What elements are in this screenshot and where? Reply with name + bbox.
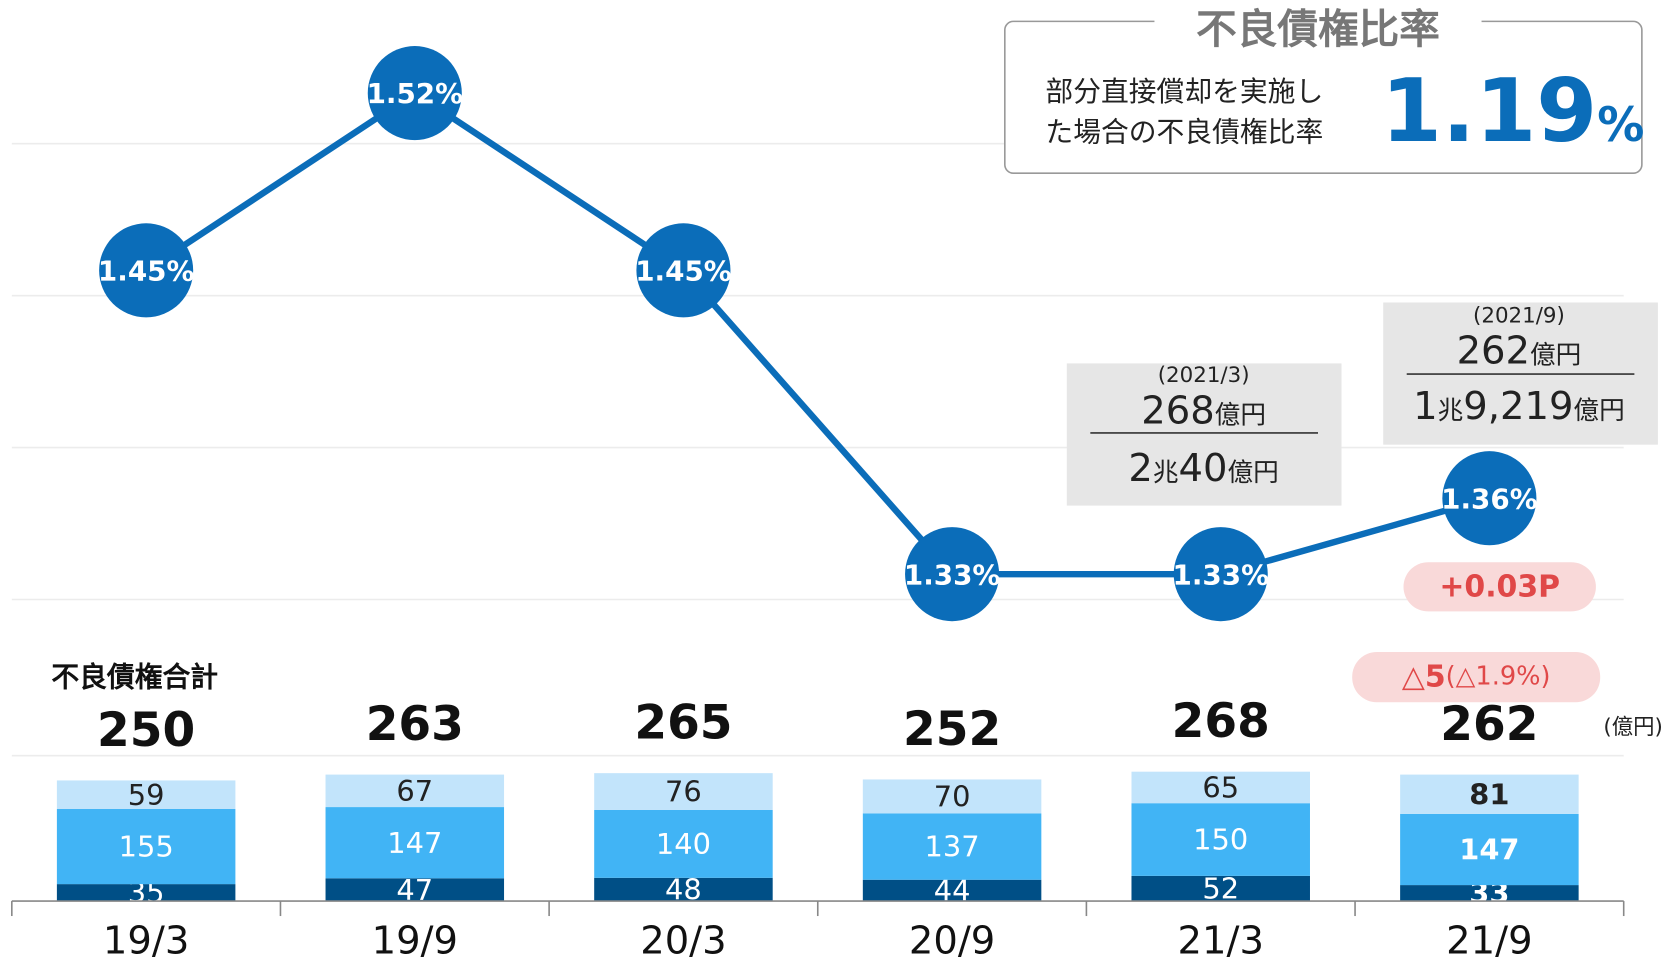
note-box bbox=[1066, 363, 1342, 506]
note-number: 2 bbox=[1128, 446, 1152, 491]
change-ratio: +0.03P bbox=[1439, 569, 1560, 604]
ratio-label: 1.33% bbox=[904, 558, 1000, 591]
callout-number: 1.19 bbox=[1381, 60, 1597, 162]
x-tick-label: 21/9 bbox=[1446, 918, 1532, 962]
bar-value-label: 81 bbox=[1469, 777, 1509, 811]
note-unit: 億円 bbox=[1215, 400, 1266, 430]
totals-title: 不良債権合計 bbox=[51, 661, 218, 694]
change-amount: △5(△1.9%) bbox=[1402, 659, 1551, 694]
note-total: 2兆40億円 bbox=[1128, 446, 1278, 491]
bar-segment bbox=[325, 807, 505, 879]
bar-value-label: 59 bbox=[128, 778, 165, 812]
bar-segment bbox=[1400, 813, 1579, 886]
x-tick-label: 20/3 bbox=[640, 918, 726, 962]
bar-value-label: 65 bbox=[1202, 771, 1239, 805]
note-date: (2021/9) bbox=[1473, 303, 1565, 328]
ratio-point bbox=[905, 527, 1000, 622]
bar-segment bbox=[862, 879, 1042, 902]
note-date: (2021/3) bbox=[1158, 363, 1250, 388]
callout-unit: % bbox=[1597, 98, 1644, 153]
bar-segment bbox=[325, 878, 505, 902]
callout-text: た場合の不良債権比率 bbox=[1045, 116, 1323, 149]
ratio-label: 1.45% bbox=[98, 254, 194, 287]
change-amount-pct: (△1.9%) bbox=[1446, 662, 1551, 692]
bar-value-label: 70 bbox=[934, 780, 971, 814]
bar-segment bbox=[1131, 771, 1310, 804]
bar-value-label: 147 bbox=[387, 826, 442, 860]
ratio-point bbox=[1442, 451, 1537, 546]
ratio-point bbox=[99, 223, 194, 318]
note-number: 268 bbox=[1141, 388, 1214, 433]
bar-value-label: 147 bbox=[1459, 833, 1519, 867]
bar-segment bbox=[56, 809, 236, 885]
bar-segment bbox=[594, 809, 773, 878]
note-amount: 262億円 bbox=[1457, 328, 1582, 373]
bar-segment bbox=[1400, 774, 1579, 814]
change-amount-value: △5 bbox=[1402, 659, 1446, 694]
bar-segment bbox=[862, 813, 1042, 880]
ratio-point bbox=[636, 223, 731, 318]
note-number: 1 bbox=[1413, 384, 1437, 429]
bar-segment bbox=[594, 773, 773, 810]
note-unit: 兆 bbox=[1438, 396, 1464, 426]
note-unit: 兆 bbox=[1153, 458, 1179, 488]
callout-title-bg bbox=[1154, 8, 1482, 48]
total-label: 250 bbox=[97, 703, 195, 758]
bar-value-label: 155 bbox=[119, 830, 174, 864]
unit-label: (億円) bbox=[1603, 715, 1662, 740]
x-tick-label: 20/9 bbox=[909, 918, 995, 962]
total-label: 263 bbox=[366, 697, 464, 752]
x-tick-label: 21/3 bbox=[1178, 918, 1264, 962]
bar-segment bbox=[862, 779, 1042, 814]
total-label: 265 bbox=[634, 696, 732, 751]
total-label: 252 bbox=[903, 702, 1001, 757]
bar-value-label: 76 bbox=[665, 775, 702, 809]
total-label: 262 bbox=[1440, 697, 1538, 752]
bar-segment bbox=[56, 780, 236, 810]
ratio-label: 1.33% bbox=[1173, 558, 1269, 591]
ratio-label: 1.52% bbox=[367, 77, 463, 110]
note-number: 9,219 bbox=[1463, 384, 1573, 429]
x-tick-label: 19/9 bbox=[372, 918, 458, 962]
bar-value-label: 140 bbox=[656, 827, 711, 861]
note-number: 262 bbox=[1457, 328, 1530, 373]
note-amount: 268億円 bbox=[1141, 388, 1266, 433]
bar-value-label: 150 bbox=[1193, 823, 1248, 857]
note-total: 1兆9,219億円 bbox=[1413, 384, 1625, 429]
bar-segment bbox=[56, 884, 236, 902]
x-tick-label: 19/3 bbox=[103, 918, 189, 962]
callout-title: 不良債権比率 bbox=[1196, 5, 1440, 53]
bar-value-label: 137 bbox=[925, 830, 980, 864]
bar-segment bbox=[1131, 803, 1310, 876]
bar-segment bbox=[594, 877, 773, 902]
change-pill bbox=[1352, 652, 1601, 703]
bar-value-label: 67 bbox=[396, 774, 433, 808]
ratio-point bbox=[367, 46, 462, 141]
note-unit: 億円 bbox=[1530, 340, 1581, 370]
bar-segment bbox=[1131, 875, 1310, 902]
callout-text: 部分直接償却を実施し bbox=[1045, 75, 1323, 108]
callout-value: 1.19% bbox=[1381, 60, 1644, 162]
total-label: 268 bbox=[1172, 694, 1270, 749]
note-unit: 億円 bbox=[1573, 396, 1624, 426]
ratio-label: 1.45% bbox=[635, 254, 731, 287]
ratio-label: 1.36% bbox=[1441, 482, 1537, 515]
ratio-point bbox=[1173, 527, 1268, 622]
note-number: 40 bbox=[1179, 446, 1228, 491]
bar-value-label: 52 bbox=[1202, 872, 1239, 906]
change-pill bbox=[1403, 562, 1596, 612]
bar-segment bbox=[325, 774, 505, 808]
bar-segment bbox=[1400, 885, 1579, 902]
note-unit: 億円 bbox=[1228, 458, 1279, 488]
